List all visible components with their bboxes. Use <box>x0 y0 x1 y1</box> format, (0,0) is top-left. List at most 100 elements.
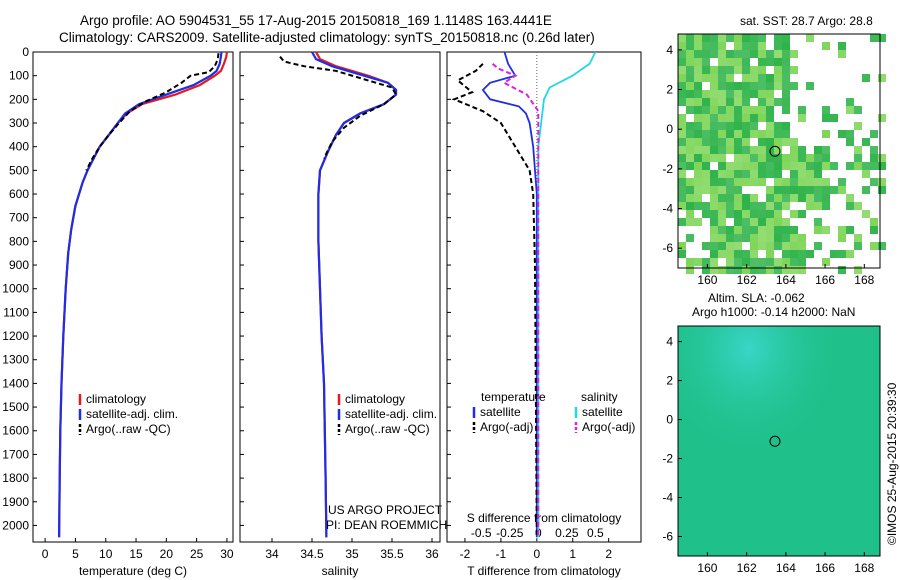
sst-cell <box>718 242 726 250</box>
sst-cell <box>694 34 702 42</box>
sst-cell <box>838 178 846 186</box>
sst-cell <box>878 74 886 82</box>
sst-cell <box>702 258 710 266</box>
sst-cell <box>758 138 766 146</box>
sst-cell <box>854 146 862 154</box>
sst-cell <box>726 210 734 218</box>
sst-cell <box>782 194 790 202</box>
sst-cell <box>678 242 686 250</box>
depth-ytick-label: 1100 <box>3 305 29 319</box>
sst-cell <box>846 98 854 106</box>
sst-cell <box>766 50 774 58</box>
sst-cell <box>710 202 718 210</box>
sst-cell <box>742 178 750 186</box>
sst-cell <box>734 162 742 170</box>
temperature-xtick-label: 20 <box>160 547 174 561</box>
salinity-xtick-label: 34 <box>265 547 279 561</box>
sst-cell <box>766 58 774 66</box>
sst-cell <box>742 42 750 50</box>
sst-cell <box>758 258 766 266</box>
sst-cell <box>726 162 734 170</box>
sst-cell <box>694 42 702 50</box>
sst-cell <box>694 186 702 194</box>
sst-cell <box>742 234 750 242</box>
sst-cell <box>750 162 758 170</box>
salinity-series-0 <box>315 51 398 538</box>
sst-cell <box>726 58 734 66</box>
sst-cell <box>822 178 830 186</box>
sst-cell <box>734 98 742 106</box>
salinity-xtick-label: 36 <box>425 547 439 561</box>
sst-cell <box>822 154 830 162</box>
depth-ytick-label: 300 <box>9 116 29 130</box>
sst-cell <box>678 122 686 130</box>
sst-cell <box>806 202 814 210</box>
sst-cell <box>710 250 718 258</box>
sst-cell <box>846 138 854 146</box>
sst-cell <box>790 162 798 170</box>
sst-cell <box>790 250 798 258</box>
sst-cell <box>726 138 734 146</box>
sst-cell <box>678 250 686 258</box>
sst-cell <box>790 82 798 90</box>
temperature-legend-label-2: Argo(..raw -QC) <box>86 422 171 436</box>
sst-cell <box>702 74 710 82</box>
sst-cell <box>758 210 766 218</box>
sst-cell <box>774 138 782 146</box>
sst-cell <box>822 114 830 122</box>
depth-ytick-label: 2000 <box>2 518 29 532</box>
sst-cell <box>782 74 790 82</box>
depth-ytick-label: 1900 <box>2 495 29 509</box>
sst-cell <box>798 266 806 274</box>
sst-cell <box>718 130 726 138</box>
sst-cell <box>718 210 726 218</box>
sst-cell <box>686 74 694 82</box>
sst-cell <box>846 250 854 258</box>
sst-cell <box>742 66 750 74</box>
tdiff-xtick-label: 2 <box>605 547 612 561</box>
sst-cell <box>734 178 742 186</box>
sst-cell <box>686 266 694 274</box>
depth-ytick-label: 700 <box>9 211 29 225</box>
sst-cell <box>822 186 830 194</box>
sst-cell <box>830 114 838 122</box>
sst-cell <box>766 234 774 242</box>
sst-cell <box>726 250 734 258</box>
sst-cell <box>774 170 782 178</box>
sst-cell <box>758 226 766 234</box>
sst-cell <box>702 242 710 250</box>
sst-cell <box>702 130 710 138</box>
sst-cell <box>782 234 790 242</box>
sst-cell <box>758 218 766 226</box>
sst-cell <box>878 34 886 42</box>
sst-cell <box>806 34 814 42</box>
sst-cell <box>766 186 774 194</box>
sst-cell <box>782 202 790 210</box>
sst-cell <box>870 162 878 170</box>
sst-cell <box>822 202 830 210</box>
sst-cell <box>686 50 694 58</box>
sst-cell <box>790 186 798 194</box>
sst-cell <box>814 154 822 162</box>
depth-ytick-label: 1800 <box>2 471 29 485</box>
sst-cell <box>854 202 862 210</box>
salinity-legend-label-2: Argo(..raw -QC) <box>345 422 430 436</box>
sst-cell <box>678 58 686 66</box>
sst-cell <box>726 122 734 130</box>
sst-cell <box>718 186 726 194</box>
sst-cell <box>822 162 830 170</box>
sst-cell <box>782 50 790 58</box>
sst-cell <box>758 106 766 114</box>
sla-map-ytick-label: -4 <box>662 491 673 505</box>
sst-cell <box>686 130 694 138</box>
sst-cell <box>710 218 718 226</box>
temperature-panel-frame <box>32 51 234 543</box>
sst-cell <box>726 106 734 114</box>
sst-cell <box>710 106 718 114</box>
sst-cell <box>782 42 790 50</box>
sst-cell <box>790 194 798 202</box>
sst-cell <box>790 226 798 234</box>
temperature-xtick-label: 30 <box>220 547 234 561</box>
sst-cell <box>694 170 702 178</box>
sst-cell <box>718 178 726 186</box>
